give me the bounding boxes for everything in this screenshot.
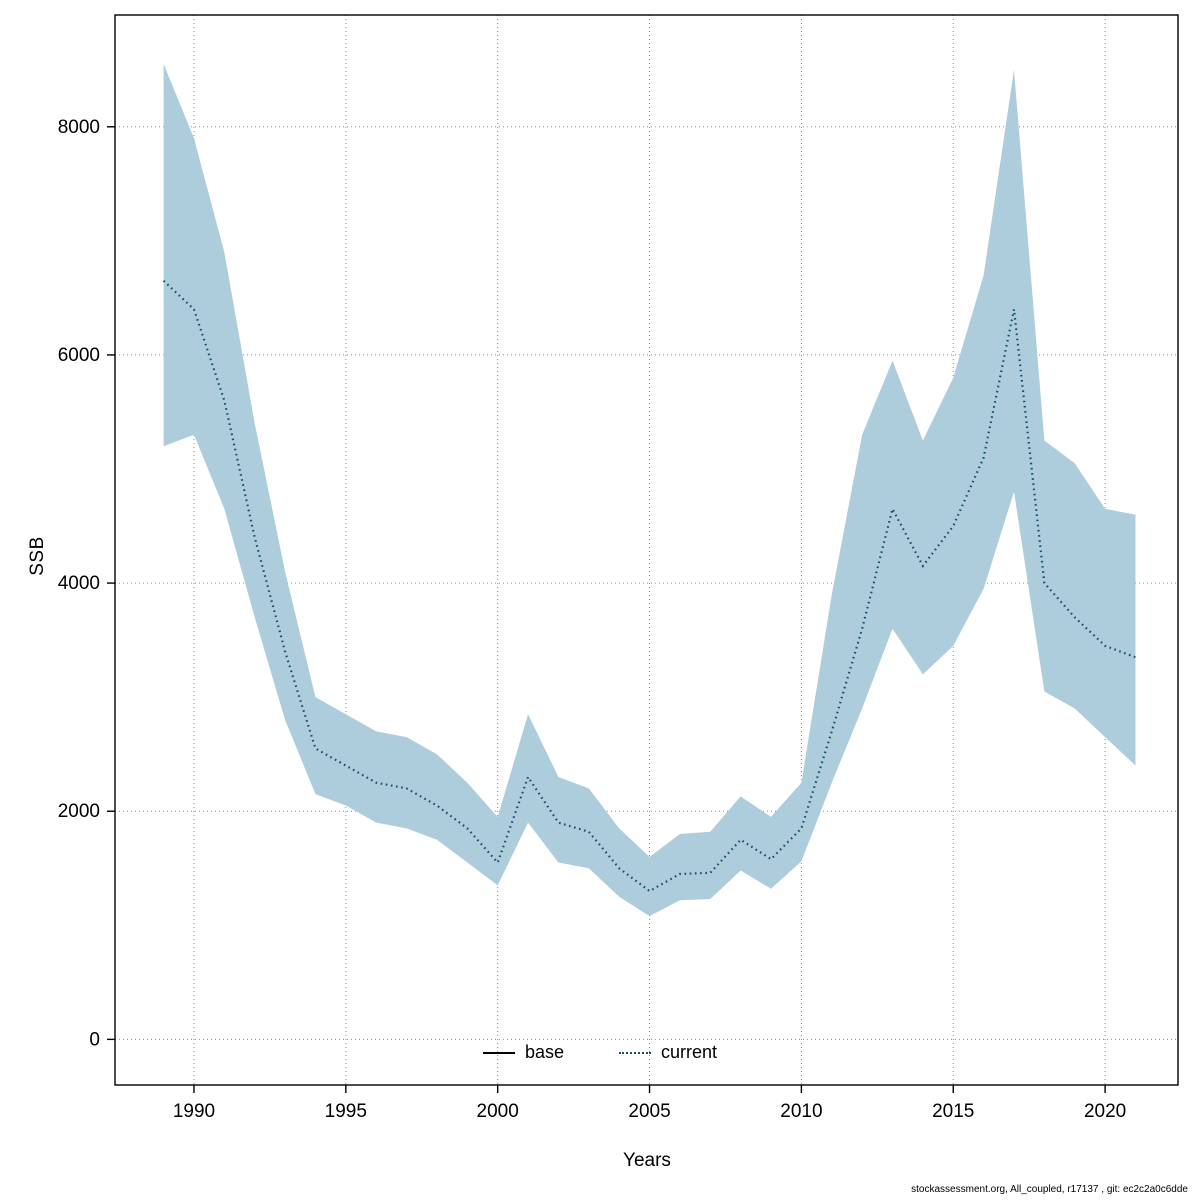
x-tick-label: 2000 — [477, 1101, 519, 1122]
legend: base current — [0, 1042, 1200, 1063]
y-axis-label: SSB — [26, 536, 48, 576]
legend-label-current: current — [661, 1042, 718, 1062]
plot-border — [114, 14, 1179, 1086]
x-tick-label: 2020 — [1084, 1101, 1126, 1122]
x-tick-label: 2015 — [932, 1101, 974, 1122]
y-tick-label: 4000 — [58, 573, 100, 594]
base-line-swatch — [482, 1051, 515, 1054]
y-tick-label: 2000 — [58, 801, 100, 822]
x-tick-label: 2010 — [780, 1101, 822, 1122]
legend-item-current: current — [619, 1042, 717, 1063]
y-tick-label: 6000 — [58, 345, 100, 366]
y-tick-label: 0 — [89, 1029, 100, 1050]
confidence-band — [163, 64, 1136, 917]
footer-citation: stockassessment.org, All_coupled, r17137… — [911, 1184, 1188, 1195]
x-tick-label: 1990 — [173, 1101, 215, 1122]
x-tick-label: 1995 — [325, 1101, 367, 1122]
current-line-swatch — [619, 1051, 651, 1054]
x-tick-label: 2005 — [628, 1101, 670, 1122]
legend-label-base: base — [524, 1042, 564, 1062]
legend-item-base: base — [482, 1042, 564, 1063]
x-axis-label: Years — [623, 1150, 671, 1171]
y-tick-label: 8000 — [58, 117, 100, 138]
